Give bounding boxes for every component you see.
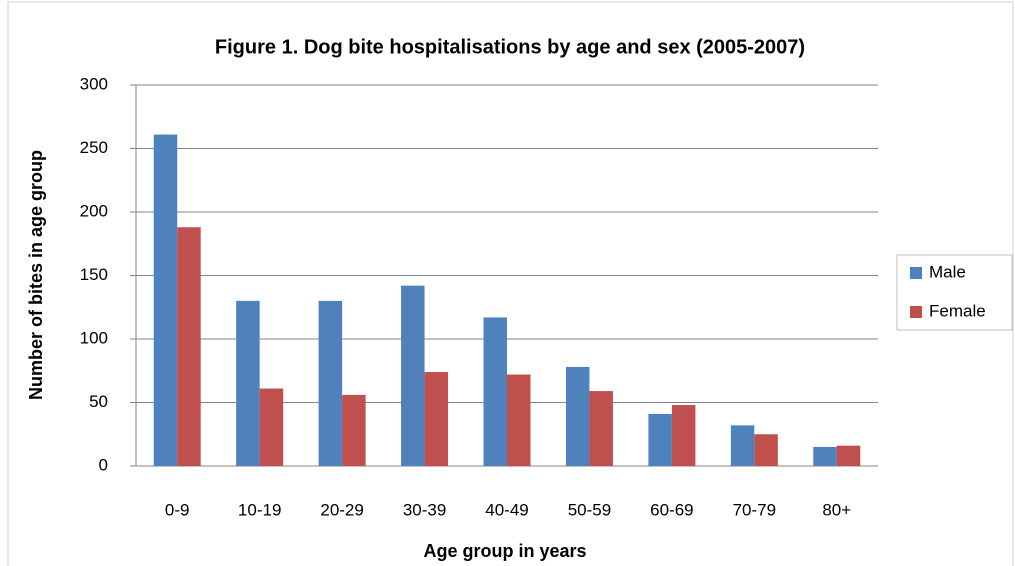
bar <box>153 134 178 466</box>
x-tick-label: 20-29 <box>320 500 363 519</box>
bar <box>836 445 861 466</box>
bar <box>730 425 755 466</box>
x-tick-label: 60-69 <box>650 500 693 519</box>
bar <box>507 374 531 466</box>
bar <box>813 446 837 466</box>
x-tick-label: 10-19 <box>238 500 281 519</box>
y-tick-label: 100 <box>80 328 108 347</box>
y-tick-label: 50 <box>89 392 108 411</box>
bar <box>565 366 590 466</box>
bar <box>401 285 425 466</box>
bar <box>589 391 613 466</box>
legend-label: Male <box>929 262 966 281</box>
chart-title: Figure 1. Dog bite hospitalisations by a… <box>215 36 805 58</box>
bar <box>177 227 201 466</box>
y-tick-label: 0 <box>99 455 108 474</box>
bar <box>483 317 507 466</box>
y-axis-title: Number of bites in age group <box>26 150 46 400</box>
y-tick-label: 200 <box>80 201 108 220</box>
bar <box>259 388 284 466</box>
bar <box>236 300 260 466</box>
y-tick-label: 300 <box>80 74 108 93</box>
bar <box>754 434 778 466</box>
x-tick-label: 80+ <box>822 500 851 519</box>
bar <box>671 405 696 466</box>
y-tick-label: 250 <box>80 138 108 157</box>
x-tick-label: 0-9 <box>165 500 190 519</box>
y-tick-label: 150 <box>80 265 108 284</box>
legend-swatch <box>910 306 922 318</box>
bar <box>342 394 366 466</box>
x-tick-label: 70-79 <box>733 500 776 519</box>
legend-label: Female <box>929 301 986 320</box>
bar <box>648 413 672 466</box>
legend-swatch <box>910 267 922 279</box>
x-tick-label: 30-39 <box>403 500 446 519</box>
x-tick-label: 40-49 <box>485 500 528 519</box>
x-tick-label: 50-59 <box>568 500 611 519</box>
bar <box>318 300 343 466</box>
bar <box>424 372 449 466</box>
x-axis-title: Age group in years <box>423 541 586 561</box>
